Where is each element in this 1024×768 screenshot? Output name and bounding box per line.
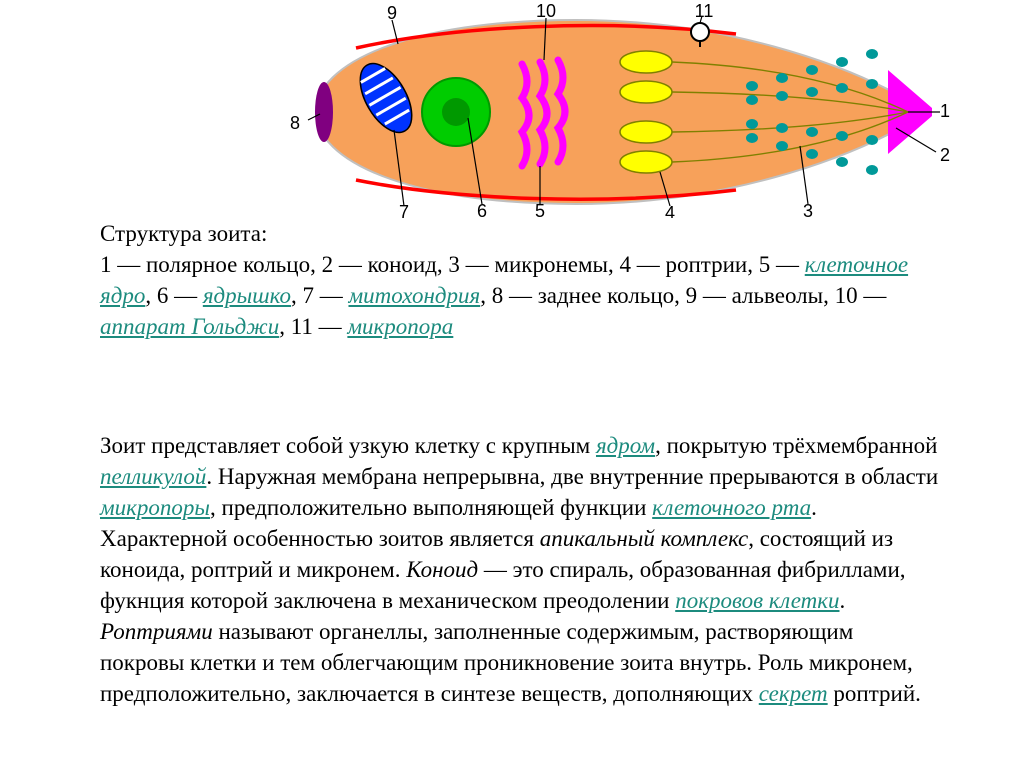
hyperlink[interactable]: клеточного рта [652,495,811,520]
caption-title: Структура зоита: [100,218,940,249]
microneme [776,91,788,101]
microneme [836,131,848,141]
label-number: 6 [477,201,487,218]
caption-block: Структура зоита: 1 — полярное кольцо, 2 … [100,218,940,342]
nucleolus [442,98,470,126]
text-run: . [839,588,845,613]
label-number: 3 [803,201,813,218]
label-number: 10 [536,1,556,21]
rhoptry [620,121,672,143]
text-run: Коноид [406,557,478,582]
microneme [806,149,818,159]
text-run: , 7 — [291,283,349,308]
text-run: , покрытую трёхмембранной [655,433,937,458]
rhoptry [620,151,672,173]
microneme [836,57,848,67]
rhoptry [620,51,672,73]
label-number: 8 [290,113,300,133]
microneme [776,73,788,83]
zoite-diagram: 1 2 3 4 5 6 7 8 9 10 11 [196,0,956,218]
microneme [746,133,758,143]
hyperlink[interactable]: митохондрия [348,283,480,308]
label-number: 7 [399,202,409,218]
label-number: 9 [387,3,397,23]
text-run: Роптриями [100,619,213,644]
microneme [866,135,878,145]
hyperlink[interactable]: ядрышко [203,283,291,308]
text-run: , предположительно выполняющей функции [210,495,652,520]
hyperlink[interactable]: микропоры [100,495,210,520]
text-run: апикальный комплекс [540,526,749,551]
label-number: 11 [695,1,714,21]
microneme [806,87,818,97]
microneme [806,65,818,75]
hyperlink[interactable]: аппарат Гольджи [100,314,279,339]
microneme [836,83,848,93]
rhoptry [620,81,672,103]
text-run: , 8 — заднее кольцо, 9 — альвеолы, 10 — [480,283,886,308]
label-number: 4 [665,203,675,218]
text-run: , 6 — [145,283,203,308]
microneme [746,95,758,105]
hyperlink[interactable]: секрет [759,681,828,706]
microneme [866,165,878,175]
microneme [836,157,848,167]
page: 1 2 3 4 5 6 7 8 9 10 11 Структура зоита: 1 — поляр… [0,0,1024,768]
microneme [806,127,818,137]
hyperlink[interactable]: микропора [347,314,453,339]
hyperlink[interactable]: ядром [596,433,655,458]
label-number: 2 [940,145,950,165]
microneme [746,119,758,129]
caption-legend: 1 — полярное кольцо, 2 — коноид, 3 — мик… [100,249,940,342]
text-run: Зоит представляет собой узкую клетку с к… [100,433,596,458]
hyperlink[interactable]: покровов клетки [675,588,839,613]
text-run: . Наружная мембрана непрерывна, две внут… [206,464,938,489]
micropore [691,23,709,41]
microneme [866,79,878,89]
description-block: Зоит представляет собой узкую клетку с к… [100,430,940,709]
microneme [776,123,788,133]
text-run: роптрий. [828,681,921,706]
microneme [746,81,758,91]
microneme [776,141,788,151]
posterior-ring [315,82,333,142]
text-run: 1 — полярное кольцо, 2 — коноид, 3 — мик… [100,252,805,277]
text-run: , 11 — [279,314,347,339]
label-number: 5 [535,201,545,218]
label-number: 1 [940,101,950,121]
microneme [866,49,878,59]
hyperlink[interactable]: пелликулой [100,464,206,489]
